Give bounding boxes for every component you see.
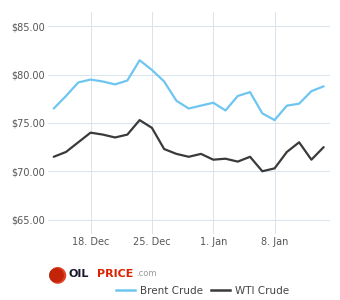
- Text: PRICE: PRICE: [97, 269, 133, 279]
- Text: ●: ●: [48, 265, 65, 284]
- Text: .com: .com: [136, 269, 157, 278]
- Text: ●: ●: [48, 264, 67, 284]
- Legend: Brent Crude, WTI Crude: Brent Crude, WTI Crude: [112, 281, 294, 300]
- Text: OIL: OIL: [69, 269, 89, 279]
